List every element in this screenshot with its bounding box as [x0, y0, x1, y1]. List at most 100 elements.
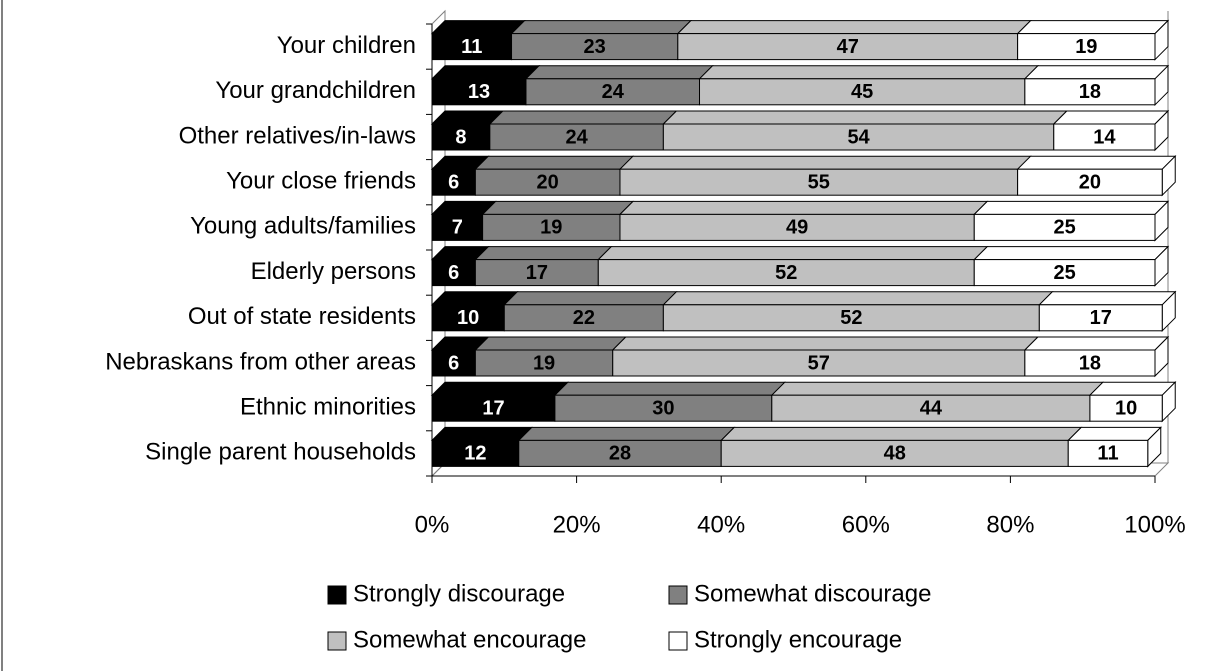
bar-top-face [1067, 426, 1162, 441]
value-label: 49 [786, 217, 808, 239]
x-tick-label: 100% [1124, 511, 1185, 538]
value-label: 30 [652, 397, 674, 419]
bar-top-face [474, 336, 627, 351]
value-label: 52 [775, 262, 797, 284]
bar [677, 33, 1019, 61]
bar [619, 213, 975, 241]
bar [1017, 168, 1163, 196]
bar-top-face [1038, 291, 1177, 306]
bar-top-face [517, 426, 736, 441]
value-label: 19 [540, 217, 562, 239]
y-tick-label: Your children [277, 32, 416, 59]
bar [619, 168, 1019, 196]
plot: 0% 20% 40% 60% 80% 100% Your children 11 23 47 19 Y… [105, 9, 1186, 653]
value-label: 25 [1054, 217, 1076, 239]
bar [431, 349, 476, 377]
bar-top-face [662, 110, 1068, 125]
value-label: 6 [448, 171, 459, 193]
value-label: 10 [1115, 397, 1137, 419]
y-tick-label: Other relatives/in-laws [179, 122, 416, 149]
y-tick-label: Elderly persons [251, 258, 416, 285]
bar [1024, 349, 1156, 377]
legend-label: Strongly encourage [694, 626, 902, 653]
bar-top-face [676, 20, 1032, 35]
bar [1089, 394, 1163, 422]
bar [597, 259, 975, 287]
value-label: 17 [1090, 307, 1112, 329]
bar [1038, 304, 1163, 332]
value-label: 17 [482, 397, 504, 419]
value-label: 22 [573, 307, 595, 329]
bar-top-face [770, 381, 1105, 396]
bar [1017, 33, 1156, 61]
bar-top-face [488, 110, 678, 125]
bar [1053, 123, 1156, 151]
y-tick-label: Young adults/families [190, 213, 416, 240]
bar [431, 33, 513, 61]
bar-top-face [474, 246, 613, 261]
bar-top-face [430, 381, 570, 396]
bar-top-face [597, 246, 989, 261]
bar [503, 304, 664, 332]
bar [431, 213, 484, 241]
bar-top-face [474, 155, 635, 170]
value-label: 19 [533, 352, 555, 374]
x-tick-label: 80% [986, 511, 1034, 538]
bar [973, 213, 1156, 241]
value-label: 18 [1079, 352, 1101, 374]
bar [511, 33, 679, 61]
bar [554, 394, 773, 422]
value-label: 11 [461, 36, 482, 58]
value-label: 57 [808, 352, 830, 374]
bar [489, 123, 664, 151]
value-label: 24 [565, 126, 588, 148]
legend-swatch [668, 585, 688, 605]
bar-top-face [1016, 155, 1177, 170]
value-label: 18 [1079, 81, 1101, 103]
bar-top-face [719, 426, 1083, 441]
legend-swatch [327, 585, 347, 605]
value-label: 6 [448, 352, 459, 374]
legend-label: Somewhat discourage [694, 580, 931, 607]
value-label: 6 [448, 262, 459, 284]
value-label: 8 [455, 126, 466, 148]
legend-label: Somewhat encourage [353, 626, 586, 653]
y-tick-label: Nebraskans from other areas [105, 348, 416, 375]
bar-top-face [973, 200, 1170, 215]
y-tick-label: Out of state residents [188, 303, 416, 330]
bar-top-face [618, 200, 989, 215]
bar [720, 439, 1069, 467]
legend-label: Strongly discourage [353, 580, 565, 607]
value-label: 14 [1093, 126, 1116, 148]
value-label: 12 [464, 443, 486, 465]
x-tick-label: 60% [842, 511, 890, 538]
bar-top-face [1023, 336, 1170, 351]
bar-top-face [1052, 110, 1170, 125]
bar-top-face [1023, 65, 1170, 80]
bar-top-face [430, 20, 526, 35]
bar [1067, 439, 1149, 467]
bar [525, 78, 701, 106]
value-label: 11 [1097, 443, 1118, 465]
bar [431, 259, 476, 287]
y-tick-label: Ethnic minorities [240, 394, 416, 421]
value-label: 20 [1079, 171, 1101, 193]
bar [431, 394, 556, 422]
value-label: 28 [609, 443, 631, 465]
value-label: 19 [1075, 36, 1097, 58]
value-label: 25 [1054, 262, 1076, 284]
bar-top-face [611, 336, 1040, 351]
bar [474, 168, 621, 196]
bar-top-face [481, 200, 635, 215]
y-tick-label: Your close friends [226, 168, 416, 195]
value-label: 10 [457, 307, 479, 329]
bar-top-face [503, 291, 678, 306]
value-label: 23 [584, 36, 606, 58]
bar-top-face [698, 65, 1040, 80]
bar-top-face [618, 155, 1032, 170]
value-label: 52 [840, 307, 862, 329]
value-label: 48 [884, 443, 906, 465]
bar-top-face [510, 20, 693, 35]
bar-top-face [430, 65, 541, 80]
